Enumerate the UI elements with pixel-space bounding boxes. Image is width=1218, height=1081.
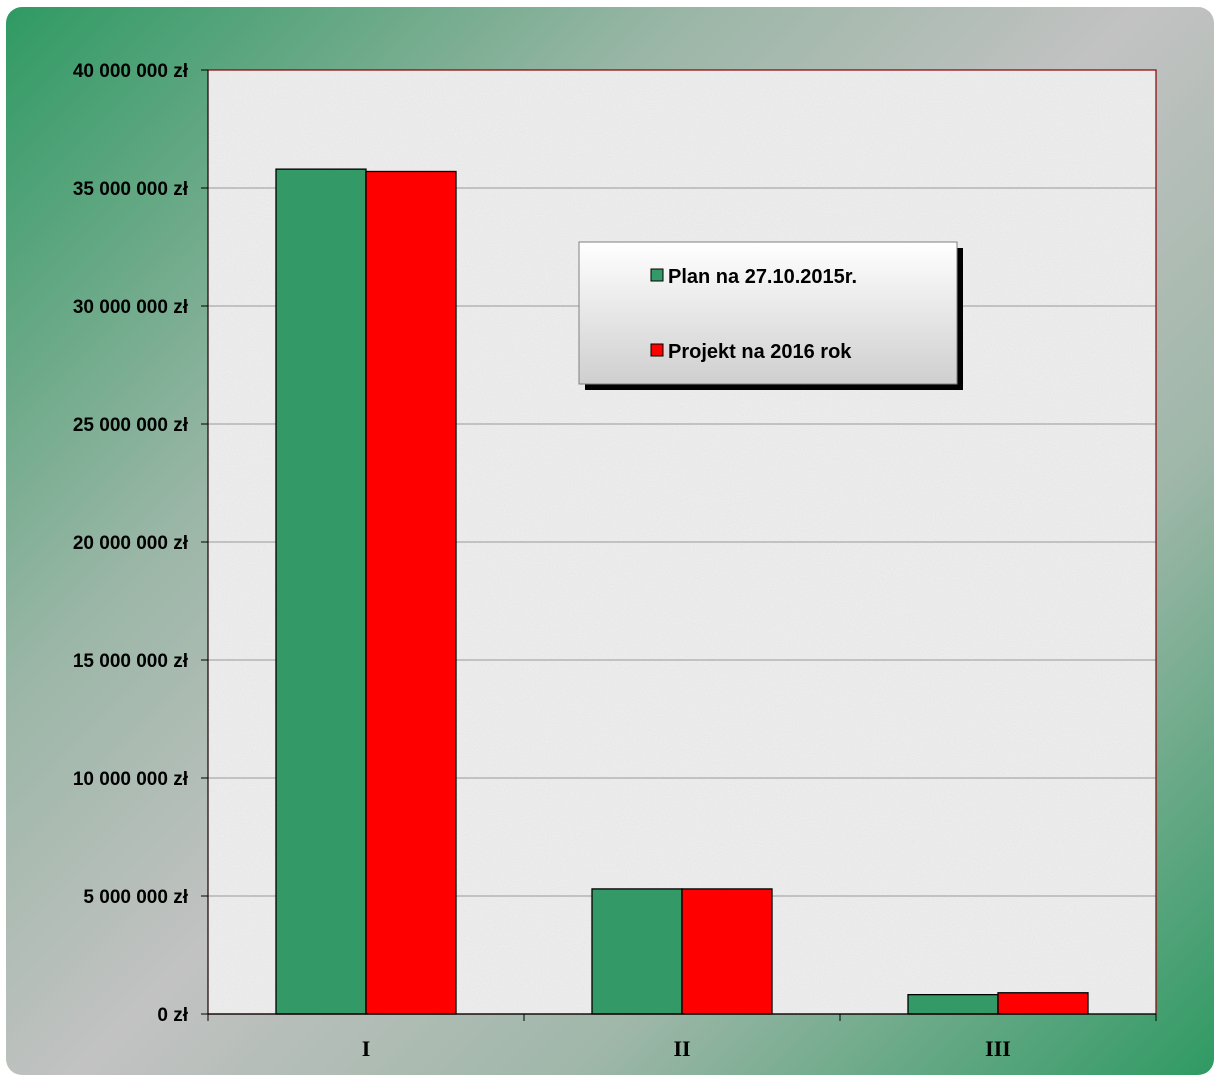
x-tick-label: II: [673, 1036, 690, 1061]
x-axis-tick-labels: I II III: [362, 1036, 1011, 1061]
legend-box: [578, 241, 958, 385]
axes: [201, 69, 1157, 1021]
y-tick-label: 30 000 000 zł: [73, 297, 189, 318]
y-tick-label: 25 000 000 zł: [73, 415, 189, 436]
x-tick-label: I: [362, 1036, 371, 1061]
bar-II-series-0: [591, 888, 683, 1015]
y-tick-label: 10 000 000 zł: [73, 769, 189, 790]
bars: [275, 168, 1089, 1015]
y-tick-label: 35 000 000 zł: [73, 179, 189, 200]
y-tick-label: 40 000 000 zł: [73, 61, 189, 82]
y-axis-tick-labels: 0 zł 5 000 000 zł 10 000 000 zł 15 000 000 …: [73, 61, 189, 1026]
bar-III-series-0: [907, 993, 999, 1015]
y-tick-label: 5 000 000 zł: [83, 887, 188, 908]
legend-swatch-series-0: [650, 268, 664, 282]
legend-label-series-1: Projekt na 2016 rok: [668, 341, 852, 363]
legend: Plan na 27.10.2015r. Projekt na 2016 rok: [578, 241, 963, 390]
legend-label-series-0: Plan na 27.10.2015r.: [668, 266, 857, 288]
bar-III-series-1: [997, 992, 1089, 1015]
y-tick-label: 20 000 000 zł: [73, 533, 189, 554]
bar-I-series-0: [275, 168, 367, 1015]
legend-swatch-series-1: [650, 343, 664, 357]
x-tick-label: III: [985, 1036, 1011, 1061]
bar-II-series-1: [681, 888, 773, 1015]
bar-I-series-1: [365, 170, 457, 1015]
y-tick-label: 15 000 000 zł: [73, 651, 189, 672]
y-tick-label: 0 zł: [157, 1005, 188, 1026]
